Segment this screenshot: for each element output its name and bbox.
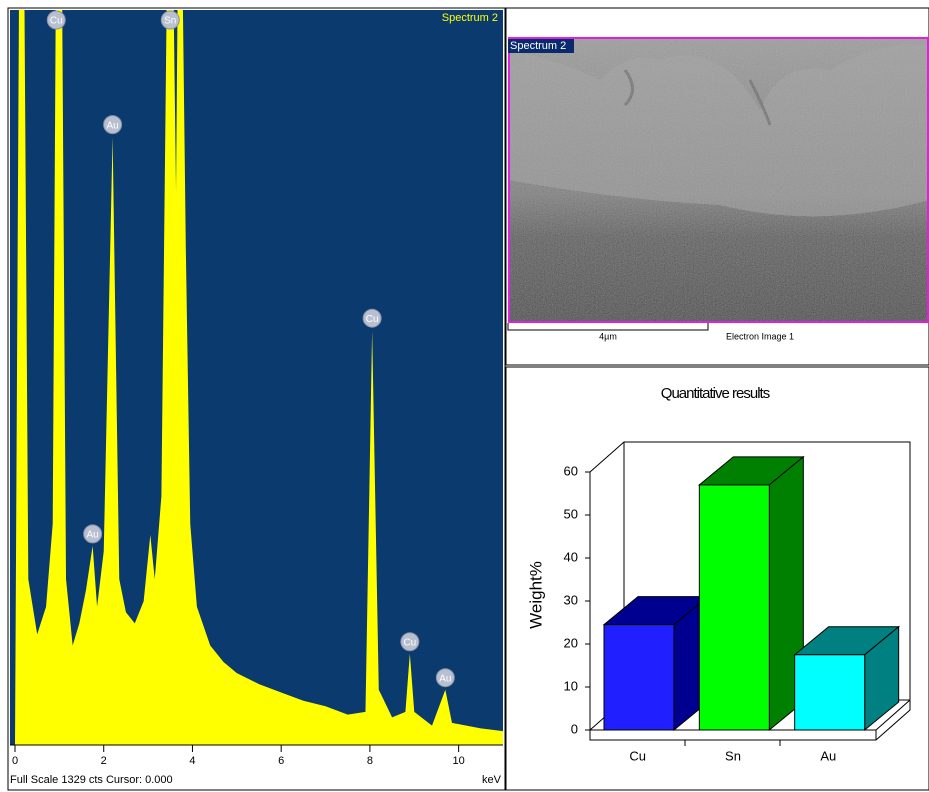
image-caption: Electron Image 1: [726, 331, 794, 341]
spectrum-title: Spectrum 2: [442, 12, 498, 24]
peak-label: Cu: [403, 637, 416, 648]
peak-label: Au: [439, 673, 451, 684]
x-tick-label: Cu: [629, 748, 646, 763]
peak-label: Au: [87, 530, 99, 541]
bar: [795, 655, 865, 730]
image-label: Spectrum 2: [510, 40, 566, 52]
bar: [604, 625, 674, 730]
page: Spectrum 2 Full Scale 1329 cts Cursor: 0…: [0, 0, 929, 792]
footer: Full Scale 1329 cts Cursor: 0.000: [10, 774, 173, 786]
y-tick-label: 30: [564, 592, 578, 607]
x-tick-label: Au: [820, 748, 836, 763]
x-tick-label: 10: [453, 755, 465, 767]
x-tick-label: 6: [278, 755, 284, 767]
x-tick-label: 0: [12, 755, 18, 767]
y-tick-label: 20: [564, 635, 578, 650]
x-tick-label: 2: [101, 755, 107, 767]
bar-title: Quantitative results: [661, 385, 770, 402]
electron-image: [508, 37, 929, 323]
peak-label: Cu: [366, 314, 379, 325]
y-tick-label: 0: [571, 721, 578, 736]
y-tick-label: 10: [564, 678, 578, 693]
x-tick-label: Sn: [725, 748, 741, 763]
y-tick-label: 60: [564, 463, 578, 478]
y-axis-label: Weight%: [526, 561, 545, 629]
x-axis-label: keV: [482, 774, 502, 786]
x-tick-label: 4: [189, 755, 195, 767]
peak-label: Au: [106, 120, 118, 131]
bar: [699, 485, 769, 730]
scale-bar-label: 4µm: [599, 331, 617, 341]
x-tick-label: 8: [367, 755, 373, 767]
y-tick-label: 40: [564, 549, 578, 564]
peak-label: Cu: [50, 16, 63, 27]
peak-label: Sn: [164, 16, 176, 27]
y-tick-label: 50: [564, 506, 578, 521]
